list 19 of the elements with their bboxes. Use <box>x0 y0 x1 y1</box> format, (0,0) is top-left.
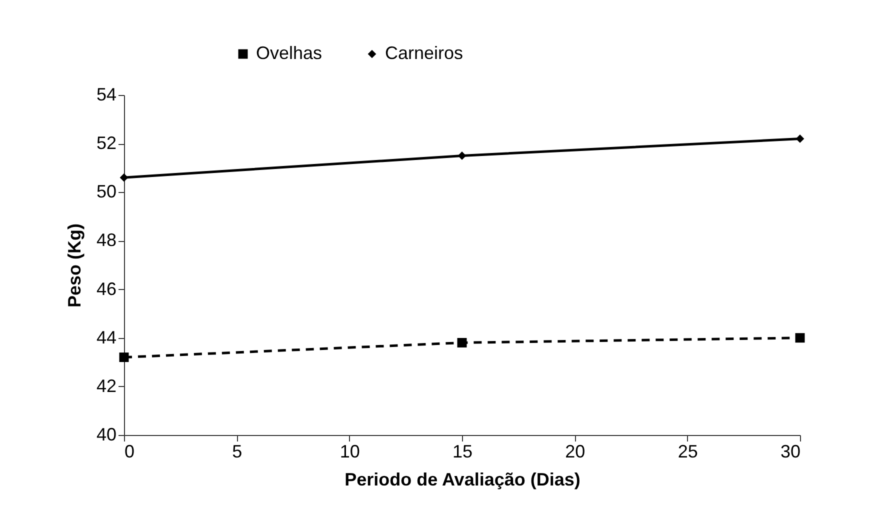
x-tick-label: 30 <box>780 442 800 462</box>
y-tick-label: 54 <box>96 84 116 104</box>
y-tick-label: 42 <box>96 376 116 396</box>
x-tick-label: 20 <box>565 442 586 462</box>
y-tick-label: 48 <box>96 230 116 250</box>
legend-label: Ovelhas <box>256 43 322 63</box>
x-tick-label: 10 <box>340 442 360 462</box>
x-tick-label: 25 <box>678 442 698 462</box>
y-tick-label: 50 <box>96 182 116 202</box>
x-tick-label: 15 <box>452 442 473 462</box>
y-tick-label: 40 <box>96 424 116 444</box>
x-tick-label: 5 <box>232 442 242 462</box>
y-tick-label: 44 <box>96 327 116 348</box>
y-tick-label: 52 <box>96 133 116 154</box>
legend-label: Carneiros <box>385 43 464 63</box>
x-axis-title: Periodo de Avaliação (Dias) <box>344 470 580 490</box>
x-tick-label: 0 <box>124 442 135 462</box>
y-tick-label: 46 <box>96 278 116 299</box>
y-axis-title: Peso (Kg) <box>64 223 84 308</box>
